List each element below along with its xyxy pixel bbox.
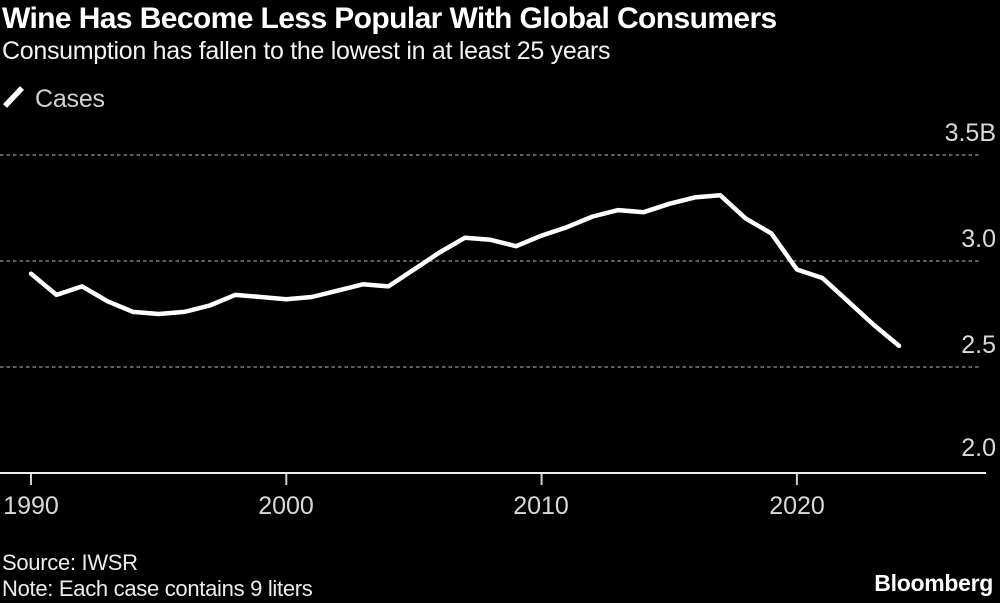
legend-label: Cases (35, 85, 105, 113)
footer: Source: IWSR Note: Each case contains 9 … (2, 550, 313, 602)
x-tick-label-2010: 2010 (513, 492, 569, 520)
page-title: Wine Has Become Less Popular With Global… (2, 2, 777, 35)
x-tick-label-2000: 2000 (258, 492, 314, 520)
footer-source: Source: IWSR (2, 550, 138, 575)
footer-note: Note: Each case contains 9 liters (2, 576, 313, 601)
legend: Cases (2, 84, 105, 115)
y-tick-label-2-0: 2.0 (961, 434, 996, 462)
line-series-icon (2, 84, 26, 115)
x-tick-label-2020: 2020 (769, 492, 825, 520)
y-tick-label-3-0: 3.0 (961, 225, 996, 253)
bloomberg-logo: Bloomberg (874, 570, 993, 596)
page-subtitle: Consumption has fallen to the lowest in … (2, 37, 611, 65)
y-tick-label-2-5: 2.5 (961, 331, 996, 359)
x-tick-label-1990: 1990 (3, 492, 59, 520)
y-tick-label-3-5b: 3.5B (944, 119, 996, 147)
